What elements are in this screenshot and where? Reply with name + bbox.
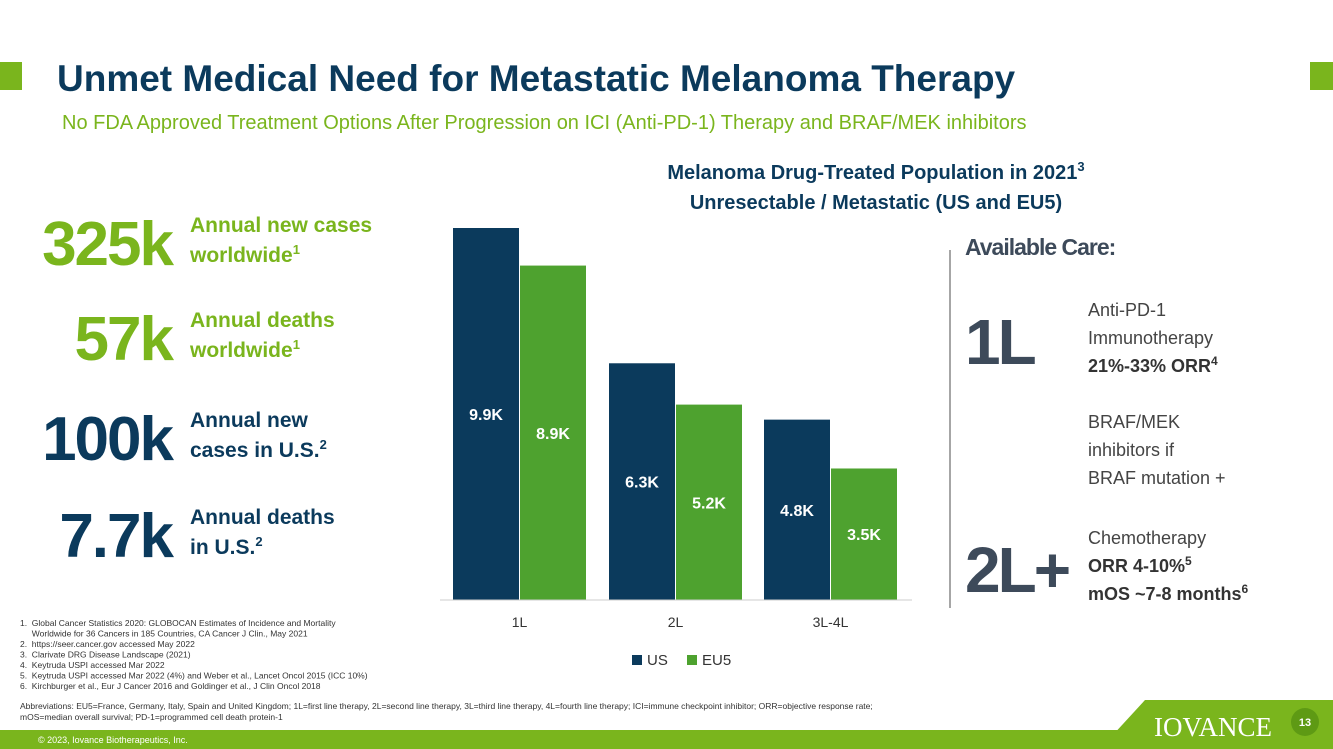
stat-value: 325k (42, 210, 174, 279)
bar (453, 228, 519, 600)
care-text: 21%-33% ORR4 (1088, 354, 1218, 376)
value-label: 6.3K (625, 475, 659, 492)
care-text: Immunotherapy (1088, 328, 1213, 348)
care-text: BRAF mutation + (1088, 468, 1226, 488)
care-text-span: Immunotherapy (1088, 328, 1213, 348)
x-tick-label: 2L (668, 614, 684, 630)
page-badge (1291, 708, 1319, 736)
stat-value: 100k (42, 405, 174, 474)
superscript: 2 (255, 534, 262, 549)
stat-value: 57k (75, 305, 175, 374)
abbreviation: mOS=median overall survival; PD-1=progra… (20, 712, 283, 722)
copyright: © 2023, Iovance Biotherapeutics, Inc. (38, 735, 188, 745)
x-tick-label: 3L-4L (813, 614, 849, 630)
legend-swatch (632, 655, 642, 665)
care-text: Chemotherapy (1088, 528, 1206, 548)
value-label: 5.2K (692, 495, 726, 512)
abbreviation: Abbreviations: EU5=France, Germany, Ital… (20, 701, 873, 711)
footnote: 3. Clarivate DRG Disease Landscape (2021… (20, 650, 191, 660)
stat-label: worldwide1 (189, 337, 300, 362)
page-number: 13 (1299, 717, 1311, 729)
care-text-span: mOS ~7-8 months (1088, 584, 1242, 604)
footnote: 2. https://seer.cancer.gov accessed May … (20, 639, 195, 649)
chart-title: Melanoma Drug-Treated Population in 2021… (667, 159, 1084, 184)
footer-bar (0, 730, 1333, 749)
title: Unmet Medical Need for Metastatic Melano… (57, 58, 1016, 99)
superscript: 1 (293, 337, 300, 352)
stat-label: Annual deaths (190, 309, 335, 332)
superscript: 4 (1211, 354, 1218, 368)
care-heading: Available Care: (965, 234, 1115, 260)
footnote: 6. Kirchburger et al., Eur J Cancer 2016… (20, 681, 321, 691)
care-text: inhibitors if (1088, 440, 1175, 460)
care-text-span: Chemotherapy (1088, 528, 1206, 548)
superscript: 1 (293, 242, 300, 257)
care-text: ORR 4-10%5 (1088, 554, 1192, 576)
value-label: 4.8K (780, 503, 814, 520)
legend-label: US (647, 652, 668, 669)
superscript: 3 (1077, 159, 1084, 174)
care-text: mOS ~7-8 months6 (1088, 582, 1249, 604)
footnote: 4. Keytruda USPI accessed Mar 2022 (20, 660, 165, 670)
superscript: 2 (320, 437, 327, 452)
stat-label-text: cases in U.S. (190, 439, 320, 462)
care-tag: 2L+ (965, 534, 1069, 606)
stat-label: Annual deaths (190, 506, 335, 529)
care-text-span: inhibitors if (1088, 440, 1175, 460)
bar (520, 265, 586, 600)
chart-title-text: Melanoma Drug-Treated Population in 2021 (667, 162, 1077, 184)
value-label: 9.9K (469, 407, 503, 424)
care-text: BRAF/MEK (1088, 412, 1180, 432)
stat-label-text: worldwide (189, 339, 293, 362)
value-label: 3.5K (847, 527, 881, 544)
stat-label: worldwide1 (189, 242, 300, 267)
stat-label: Annual new (190, 409, 309, 432)
bar (831, 468, 897, 600)
accent (0, 62, 22, 90)
care-text: Anti-PD-1 (1088, 300, 1166, 320)
care-text-span: ORR 4-10% (1088, 556, 1185, 576)
bar (676, 404, 742, 600)
superscript: 6 (1242, 582, 1249, 596)
legend-swatch (687, 655, 697, 665)
footnote: 5. Keytruda USPI accessed Mar 2022 (4%) … (20, 671, 368, 681)
stat-label: Annual new cases (190, 214, 372, 237)
logo: IOVANCE (1154, 712, 1272, 742)
stat-label-text: in U.S. (190, 536, 255, 559)
stat-label: in U.S.2 (190, 534, 263, 559)
value-label: 8.9K (536, 426, 570, 443)
footnote: 1. Global Cancer Statistics 2020: GLOBOC… (20, 618, 336, 628)
chart-subtitle: Unresectable / Metastatic (US and EU5) (690, 192, 1062, 214)
x-tick-label: 1L (512, 614, 528, 630)
care-text-span: Anti-PD-1 (1088, 300, 1166, 320)
bar (609, 363, 675, 600)
stat-value: 7.7k (59, 502, 174, 571)
accent (1310, 62, 1333, 90)
stat-label-text: worldwide (189, 244, 293, 267)
footnote: Worldwide for 36 Cancers in 185 Countrie… (20, 629, 308, 639)
care-text-span: BRAF/MEK (1088, 412, 1180, 432)
care-text-span: BRAF mutation + (1088, 468, 1226, 488)
care-tag: 1L (965, 306, 1036, 378)
stat-label: cases in U.S.2 (190, 437, 327, 462)
care-text-span: 21%-33% ORR (1088, 356, 1211, 376)
bar (764, 419, 830, 600)
superscript: 5 (1185, 554, 1192, 568)
subtitle: No FDA Approved Treatment Options After … (62, 112, 1027, 134)
legend-label: EU5 (702, 652, 731, 669)
